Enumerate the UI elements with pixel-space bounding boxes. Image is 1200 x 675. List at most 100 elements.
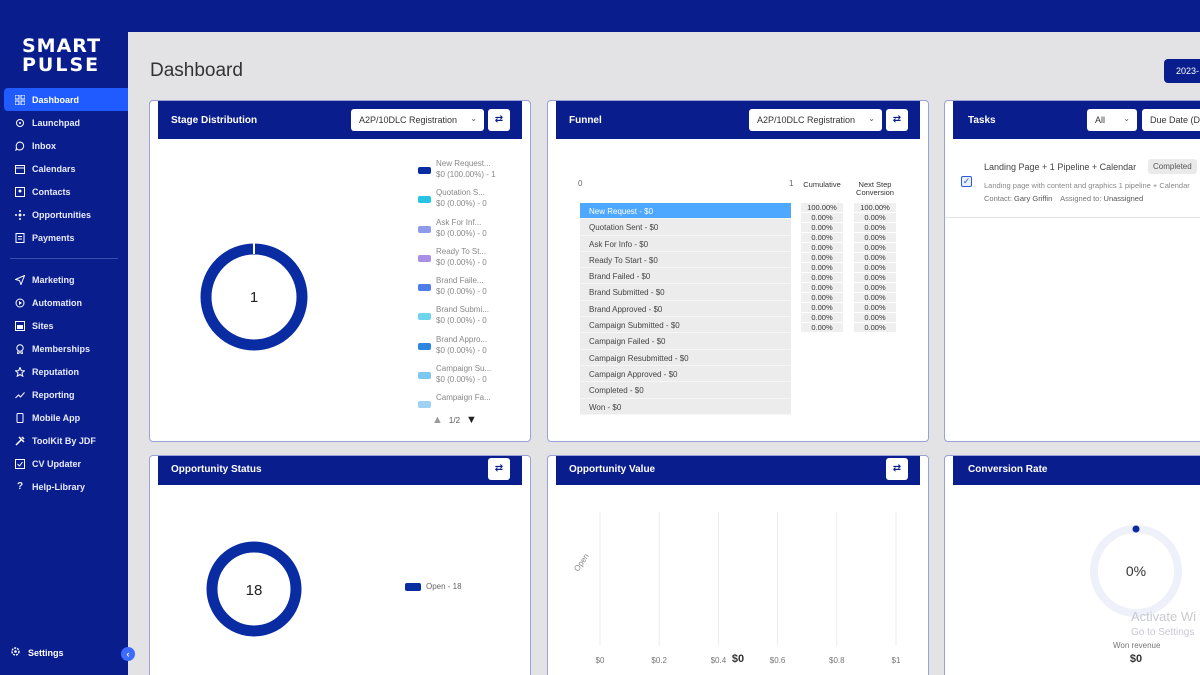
sidebar-item-calendars[interactable]: Calendars <box>4 157 128 180</box>
sidebar-item-label: Marketing <box>32 274 75 285</box>
sidebar-item-launchpad[interactable]: Launchpad <box>4 111 128 134</box>
sidebar-item-cv-updater[interactable]: CV Updater <box>4 452 128 475</box>
swap-icon: ⇄ <box>892 463 902 474</box>
activation-watermark-subtitle: Go to Settings <box>1131 627 1195 638</box>
funnel-stage[interactable]: New Request - $0 <box>580 203 791 220</box>
legend-item[interactable]: Brand Faile... $0 (0.00%) - 0 <box>418 276 528 305</box>
legend-swatch <box>405 582 421 591</box>
legend-item[interactable]: Campaign Su... $0 (0.00%) - 0 <box>418 364 528 393</box>
tasks-card: Tasks All ⌄ Due Date (D ✓ Landing Page +… <box>944 100 1200 442</box>
contact-icon <box>14 186 26 198</box>
sidebar-item-memberships[interactable]: Memberships <box>4 337 128 360</box>
funnel-stage[interactable]: Quotation Sent - $0 <box>580 219 791 236</box>
task-title[interactable]: Landing Page + 1 Pipeline + Calendar <box>984 162 1137 172</box>
send-icon <box>14 274 26 286</box>
card-header: Tasks All ⌄ Due Date (D <box>953 101 1200 139</box>
rocket-icon <box>14 117 26 129</box>
task-filter-select[interactable]: All ⌄ <box>1087 109 1137 131</box>
swap-button[interactable]: ⇄ <box>488 109 510 131</box>
swap-button[interactable]: ⇄ <box>886 109 908 131</box>
date-range-button[interactable]: 2023- <box>1164 59 1200 83</box>
funnel-stage[interactable]: Campaign Submitted - $0 <box>580 317 791 334</box>
funnel-stage[interactable]: Ask For Info - $0 <box>580 236 791 252</box>
conversion-label: Won revenue <box>1113 641 1161 650</box>
funnel-stage[interactable]: Brand Submitted - $0 <box>580 284 791 301</box>
task-description: Landing page with content and graphics 1… <box>984 181 1190 190</box>
pipeline-select[interactable]: A2P/10DLC Registration ⌄ <box>749 109 882 131</box>
sidebar-item-dashboard[interactable]: Dashboard <box>4 88 128 111</box>
pager-up-icon[interactable]: ▲ <box>432 414 443 426</box>
funnel-stage[interactable]: Campaign Resubmitted - $0 <box>580 350 791 366</box>
next-step-cell: 0.00% <box>854 243 896 253</box>
legend-swatch <box>418 313 431 321</box>
sidebar-item-label: ToolKit By JDF <box>32 435 96 446</box>
sidebar-item-opportunities[interactable]: Opportunities <box>4 203 128 226</box>
funnel-stage[interactable]: Campaign Failed - $0 <box>580 333 791 350</box>
swap-button[interactable]: ⇄ <box>886 458 908 480</box>
sidebar: SMART PULSE Dashboard Launchpad Inbox C <box>0 0 128 675</box>
sidebar-item-inbox[interactable]: Inbox <box>4 134 128 157</box>
sidebar-item-payments[interactable]: Payments <box>4 226 128 249</box>
legend-item[interactable]: Brand Appro... $0 (0.00%) - 0 <box>418 335 528 364</box>
card-title: Opportunity Value <box>569 464 656 475</box>
task-divider <box>945 217 1200 218</box>
sidebar-item-reputation[interactable]: Reputation <box>4 360 128 383</box>
brand-logo[interactable]: SMART PULSE <box>22 37 112 75</box>
sidebar-item-label: Reporting <box>32 389 75 400</box>
sidebar-item-settings[interactable]: Settings <box>10 646 64 660</box>
sidebar-item-toolkit[interactable]: ToolKit By JDF <box>4 429 128 452</box>
sidebar-item-mobile-app[interactable]: Mobile App <box>4 406 128 429</box>
sidebar-item-label: Contacts <box>32 186 71 197</box>
conversion-value: 0% <box>1126 563 1146 579</box>
swap-icon: ⇄ <box>494 463 504 474</box>
legend-item[interactable]: Quotation S... $0 (0.00%) - 0 <box>418 188 528 217</box>
collapse-sidebar-button[interactable]: ‹ <box>121 647 135 661</box>
pipeline-select[interactable]: A2P/10DLC Registration ⌄ <box>351 109 484 131</box>
legend-swatch <box>418 401 431 409</box>
next-step-column: 100.00% 0.00% 0.00% 0.00% 0.00% 0.00% 0.00% 0.0… <box>854 203 896 333</box>
pipeline-select-value: A2P/10DLC Registration <box>757 115 856 125</box>
legend-label: Ready To St... <box>436 246 487 256</box>
sidebar-item-marketing[interactable]: Marketing <box>4 268 128 291</box>
legend-value: $0 (0.00%) - 0 <box>436 287 487 297</box>
task-sort-select[interactable]: Due Date (D <box>1142 109 1200 131</box>
funnel-stage[interactable]: Ready To Start - $0 <box>580 252 791 269</box>
legend-item[interactable]: Ready To St... $0 (0.00%) - 0 <box>418 247 528 276</box>
legend-value: $0 (0.00%) - 0 <box>436 228 487 238</box>
status-donut-center: 18 <box>246 582 263 599</box>
next-step-cell: 0.00% <box>854 263 896 273</box>
legend-item[interactable]: Ask For Inf... $0 (0.00%) - 0 <box>418 218 528 247</box>
next-step-cell: 0.00% <box>854 323 896 333</box>
legend-item[interactable]: Brand Submi... $0 (0.00%) - 0 <box>418 305 528 334</box>
funnel-stage[interactable]: Campaign Approved - $0 <box>580 366 791 383</box>
top-bar <box>0 0 1200 32</box>
star-icon <box>14 366 26 378</box>
sidebar-item-contacts[interactable]: Contacts <box>4 180 128 203</box>
sidebar-item-label: Mobile App <box>32 412 81 423</box>
legend-value: $0 (0.00%) - 0 <box>436 199 487 209</box>
task-checkbox[interactable]: ✓ <box>961 176 972 187</box>
legend-label: Brand Submi... <box>436 305 489 315</box>
legend-swatch <box>418 196 431 204</box>
sidebar-item-help-library[interactable]: ? Help-Library <box>4 475 128 498</box>
legend-swatch <box>418 342 431 350</box>
legend-item[interactable]: New Request... $0 (100.00%) - 1 <box>418 159 528 188</box>
cumulative-cell: 0.00% <box>801 263 843 273</box>
funnel-stage[interactable]: Brand Failed - $0 <box>580 268 791 285</box>
swap-button[interactable]: ⇄ <box>488 458 510 480</box>
sidebar-item-automation[interactable]: Automation <box>4 291 128 314</box>
funnel-stage[interactable]: Completed - $0 <box>580 382 791 399</box>
next-step-cell: 0.00% <box>854 283 896 293</box>
cumulative-cell: 0.00% <box>801 323 843 333</box>
gear-icon <box>10 646 21 660</box>
funnel-stage[interactable]: Brand Approved - $0 <box>580 301 791 318</box>
sidebar-item-reporting[interactable]: Reporting <box>4 383 128 406</box>
sidebar-item-sites[interactable]: Sites <box>4 314 128 337</box>
funnel-stage[interactable]: Won - $0 <box>580 399 791 415</box>
x-tick-label: $0.8 <box>829 656 845 665</box>
legend-label: Brand Appro... <box>436 334 488 344</box>
cumulative-cell: 0.00% <box>801 303 843 313</box>
pager-down-icon[interactable]: ▼ <box>466 414 477 426</box>
legend-item[interactable]: Campaign Fa... <box>418 393 528 422</box>
legend-label: Open - 18 <box>426 582 462 591</box>
